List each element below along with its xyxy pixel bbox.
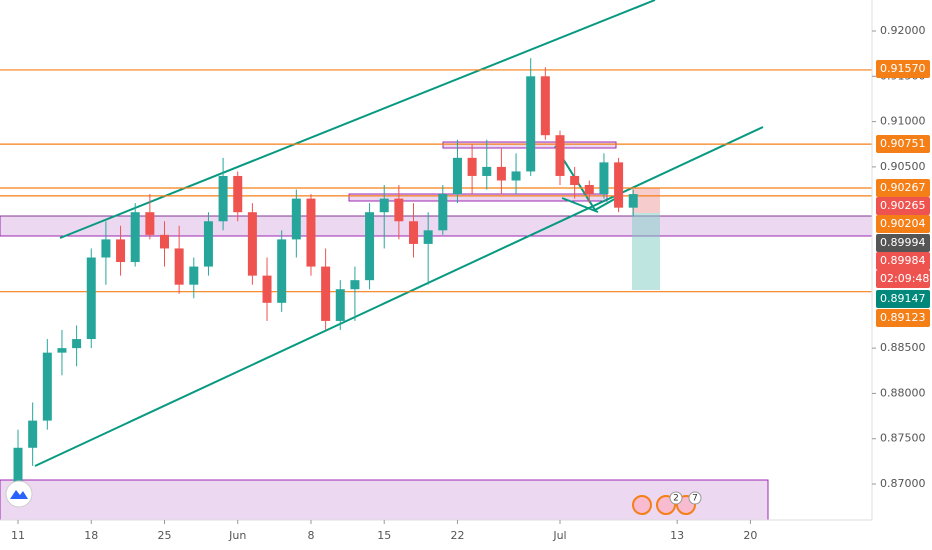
price-label: 0.89147 — [880, 292, 926, 305]
candle-body — [423, 230, 433, 244]
trend-line — [59, 0, 656, 239]
trend-line — [34, 126, 764, 467]
x-tick-label: 8 — [307, 529, 314, 542]
candle-body — [526, 76, 536, 172]
zone — [348, 193, 608, 202]
candle-body — [130, 212, 140, 263]
candle-body — [350, 280, 360, 290]
price-label-bg — [876, 309, 930, 327]
price-label-bg — [876, 215, 930, 233]
candle-body — [159, 234, 169, 249]
events: 2 7 — [632, 491, 702, 515]
candle-body — [203, 221, 213, 267]
candle-body — [72, 339, 82, 349]
candle-body — [496, 166, 506, 181]
candle-body — [540, 76, 550, 136]
x-tick-label: 11 — [11, 529, 25, 542]
candle-body — [409, 221, 419, 244]
candle-body — [277, 239, 287, 303]
candle-body — [86, 257, 96, 340]
candle-body — [555, 135, 565, 176]
candle-body — [145, 212, 155, 235]
y-tick-label: 0.88000 — [880, 386, 926, 399]
event-count: 2 — [673, 494, 679, 504]
price-label: 0.90204 — [880, 217, 926, 230]
y-tick-label: 0.91000 — [880, 115, 926, 128]
price-label: 02:09:48 — [880, 272, 929, 285]
price-label-bg — [876, 179, 930, 197]
candle-body — [101, 239, 111, 258]
price-label-bg — [876, 252, 930, 270]
x-tick-label: 25 — [157, 529, 171, 542]
levels — [0, 69, 872, 293]
candle-body — [511, 171, 521, 181]
price-label: 0.89994 — [880, 236, 926, 249]
y-tick-label: 0.92000 — [880, 24, 926, 37]
price-label-bg — [876, 197, 930, 215]
target-zone — [632, 213, 660, 290]
candle-body — [218, 175, 228, 222]
candles — [13, 58, 638, 485]
x-tick-label: Jun — [228, 529, 246, 542]
price-label-bg — [876, 234, 930, 252]
x-tick-label: 18 — [84, 529, 98, 542]
candle-body — [614, 162, 624, 208]
logo-mark — [10, 490, 28, 499]
price-label: 0.90751 — [880, 137, 926, 150]
candle-body — [13, 447, 23, 485]
x-tick-label: 22 — [450, 529, 464, 542]
candle-body — [262, 275, 272, 303]
candle-body — [306, 198, 316, 267]
price-label: 0.89123 — [880, 311, 926, 324]
candle-body — [570, 175, 580, 186]
price-label: 0.90265 — [880, 199, 926, 212]
price-label: 0.89984 — [880, 254, 926, 267]
axes: 0.920000.915000.910000.905000.885000.880… — [11, 24, 925, 542]
candle-body — [482, 166, 492, 176]
x-tick-label: 20 — [743, 529, 757, 542]
candle-body — [57, 348, 67, 353]
candle-body — [291, 198, 301, 240]
price-label: 0.90267 — [880, 181, 926, 194]
candle-body — [174, 248, 184, 285]
candle-body — [247, 212, 257, 276]
candle-body — [233, 175, 243, 213]
price-labels: 0.91570 0.90751 0.90267 0.90265 0.90204 0.899… — [876, 60, 930, 327]
event-count: 7 — [692, 494, 698, 504]
price-label-bg — [876, 60, 930, 78]
candle-body — [452, 157, 462, 195]
candle-body — [438, 194, 448, 231]
candle-body — [599, 162, 609, 195]
candle-body — [28, 420, 38, 448]
candle-body — [335, 289, 345, 321]
event-badge — [669, 491, 683, 505]
candle-body — [379, 198, 389, 213]
candle-body — [321, 266, 331, 321]
x-tick-label: Jul — [552, 529, 566, 542]
price-label-bg — [876, 135, 930, 153]
x-tick-label: 15 — [377, 529, 391, 542]
candle-body — [365, 212, 375, 281]
trend-line — [561, 197, 599, 213]
price-label-bg — [876, 290, 930, 308]
candle-body — [467, 157, 477, 176]
y-tick-label: 0.90500 — [880, 160, 926, 173]
candle-body — [116, 239, 126, 263]
y-tick-label: 0.88500 — [880, 341, 926, 354]
event-icon[interactable] — [632, 495, 652, 515]
y-tick-label: 0.87500 — [880, 432, 926, 445]
y-tick-label: 0.87000 — [880, 477, 926, 490]
candle-body — [584, 185, 594, 195]
candle-body — [42, 352, 52, 421]
price-label: 0.91570 — [880, 62, 926, 75]
event-badge — [688, 491, 702, 505]
zone — [0, 479, 769, 521]
x-tick-label: 13 — [670, 529, 684, 542]
price-label-bg — [876, 270, 930, 288]
candle-body — [394, 198, 404, 222]
candle-body — [628, 194, 638, 208]
candle-body — [189, 266, 199, 285]
